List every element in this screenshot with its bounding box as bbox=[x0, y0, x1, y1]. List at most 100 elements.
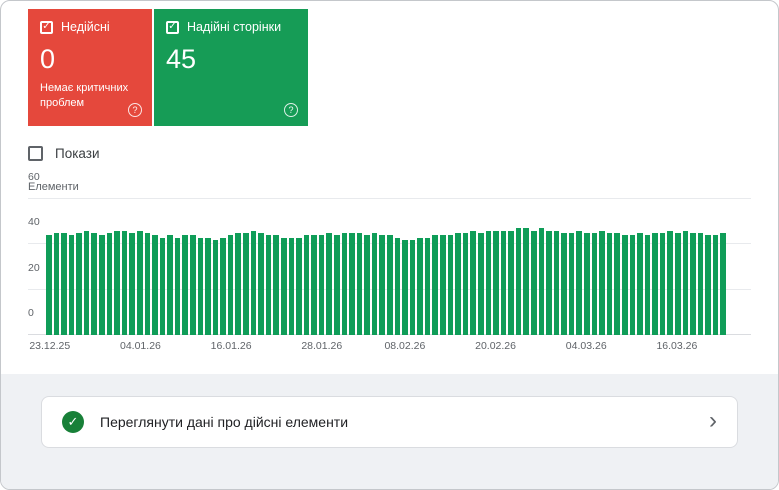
chart-bar[interactable] bbox=[174, 237, 181, 335]
chart-bar[interactable] bbox=[720, 233, 727, 335]
chart-bar[interactable] bbox=[83, 230, 90, 335]
chart-bar[interactable] bbox=[136, 230, 143, 335]
chart-bar[interactable] bbox=[371, 233, 378, 335]
chart-bar[interactable] bbox=[674, 233, 681, 335]
chart-bar[interactable] bbox=[265, 235, 272, 335]
chart-bar[interactable] bbox=[561, 233, 567, 335]
chart-bar[interactable] bbox=[462, 233, 469, 335]
chart-bar[interactable] bbox=[690, 233, 696, 335]
chart-bar[interactable] bbox=[220, 237, 226, 335]
chart-bar[interactable] bbox=[455, 233, 461, 335]
chart-bar[interactable] bbox=[629, 235, 636, 335]
chart-bar[interactable] bbox=[394, 237, 401, 335]
chart-bar[interactable] bbox=[250, 230, 257, 335]
chart-bar[interactable] bbox=[409, 239, 416, 335]
chart-bar[interactable] bbox=[53, 233, 60, 335]
chart-bar[interactable] bbox=[76, 233, 82, 335]
chart-bar[interactable] bbox=[538, 228, 545, 335]
chart-bar[interactable] bbox=[417, 237, 423, 335]
chart-bar[interactable] bbox=[280, 237, 287, 335]
chart-bar[interactable] bbox=[637, 233, 643, 335]
help-icon[interactable]: ? bbox=[284, 103, 298, 117]
chart-bar[interactable] bbox=[584, 233, 590, 335]
chart-bar[interactable] bbox=[61, 233, 67, 335]
chart-bar[interactable] bbox=[167, 235, 173, 335]
chart-bar[interactable] bbox=[326, 233, 332, 335]
chart-bar[interactable] bbox=[697, 233, 704, 335]
chart-bar[interactable] bbox=[303, 235, 310, 335]
chart-bar[interactable] bbox=[349, 233, 355, 335]
chart-bar[interactable] bbox=[227, 235, 234, 335]
valid-card[interactable]: ✓ Надійні сторінки 45 ? bbox=[154, 9, 308, 126]
chart-bar[interactable] bbox=[546, 230, 552, 335]
chart-bar[interactable] bbox=[553, 230, 560, 335]
chart-bar[interactable] bbox=[477, 233, 484, 335]
chart-bar[interactable] bbox=[106, 233, 113, 335]
chart-bar[interactable] bbox=[144, 233, 151, 335]
chart-bar[interactable] bbox=[500, 230, 507, 335]
chart-bar[interactable] bbox=[152, 235, 158, 335]
chart-bar[interactable] bbox=[364, 235, 370, 335]
chart-bar[interactable] bbox=[318, 235, 325, 335]
chart-bar[interactable] bbox=[599, 230, 605, 335]
chart-bar[interactable] bbox=[387, 235, 393, 335]
chart-bar[interactable] bbox=[205, 237, 211, 335]
chart-bar[interactable] bbox=[235, 233, 242, 335]
chart-bar[interactable] bbox=[258, 233, 264, 335]
chart-bar[interactable] bbox=[273, 235, 279, 335]
chart-bar[interactable] bbox=[333, 235, 340, 335]
chart-bar[interactable] bbox=[523, 228, 529, 335]
chart-bar[interactable] bbox=[531, 230, 537, 335]
chart-bar[interactable] bbox=[440, 235, 446, 335]
chart-bar[interactable] bbox=[712, 235, 719, 335]
x-tick-label: 16.03.26 bbox=[656, 340, 698, 352]
chart-bar[interactable] bbox=[288, 237, 295, 335]
chart-bar[interactable] bbox=[644, 235, 651, 335]
chart-bar[interactable] bbox=[667, 230, 673, 335]
chart-bar[interactable] bbox=[576, 230, 583, 335]
impressions-checkbox[interactable] bbox=[28, 145, 43, 161]
chart-bar[interactable] bbox=[659, 233, 666, 335]
chart-bar[interactable] bbox=[99, 235, 105, 335]
chart-bar[interactable] bbox=[91, 233, 98, 335]
chart-bar[interactable] bbox=[197, 237, 204, 335]
chart-bar[interactable] bbox=[652, 233, 658, 335]
chart-bar[interactable] bbox=[356, 233, 363, 335]
chart-bar[interactable] bbox=[485, 230, 492, 335]
chart-bar[interactable] bbox=[568, 233, 575, 335]
chart-bar[interactable] bbox=[311, 235, 317, 335]
chart-bar[interactable] bbox=[493, 230, 499, 335]
chart-bar[interactable] bbox=[705, 235, 711, 335]
chart-bar[interactable] bbox=[243, 233, 249, 335]
chart-bar[interactable] bbox=[379, 235, 386, 335]
chart-bar[interactable] bbox=[591, 233, 598, 335]
chart-bar[interactable] bbox=[508, 230, 514, 335]
chart-bar[interactable] bbox=[470, 230, 476, 335]
chart-bar[interactable] bbox=[432, 235, 439, 335]
chart-bar[interactable] bbox=[447, 235, 454, 335]
chart-bar[interactable] bbox=[402, 239, 408, 335]
chart-bar[interactable] bbox=[46, 235, 52, 335]
chart-bar[interactable] bbox=[515, 228, 522, 335]
chart-bar[interactable] bbox=[121, 230, 128, 335]
invalid-checkbox[interactable]: ✓ bbox=[40, 20, 53, 34]
chart-bar[interactable] bbox=[114, 230, 120, 335]
chart-bar[interactable] bbox=[614, 233, 620, 335]
chart-bar[interactable] bbox=[68, 235, 75, 335]
chart-bar[interactable] bbox=[341, 233, 348, 335]
chart-bar[interactable] bbox=[159, 237, 166, 335]
chart-bar[interactable] bbox=[606, 233, 613, 335]
invalid-card-label: Недійсні bbox=[61, 20, 110, 34]
view-valid-items-link[interactable]: ✓ Переглянути дані про дійсні елементи › bbox=[41, 396, 738, 448]
valid-checkbox[interactable]: ✓ bbox=[166, 20, 179, 34]
chart-bar[interactable] bbox=[296, 237, 302, 335]
help-icon[interactable]: ? bbox=[128, 103, 142, 117]
chart-bar[interactable] bbox=[189, 235, 196, 335]
chart-bar[interactable] bbox=[424, 237, 431, 335]
chart-bar[interactable] bbox=[129, 233, 135, 335]
chart-bar[interactable] bbox=[212, 239, 219, 335]
chart-bar[interactable] bbox=[182, 235, 188, 335]
chart-bar[interactable] bbox=[621, 235, 628, 335]
chart-bar[interactable] bbox=[682, 230, 689, 335]
invalid-card[interactable]: ✓ Недійсні 0 Немає критичних проблем ? bbox=[28, 9, 152, 126]
